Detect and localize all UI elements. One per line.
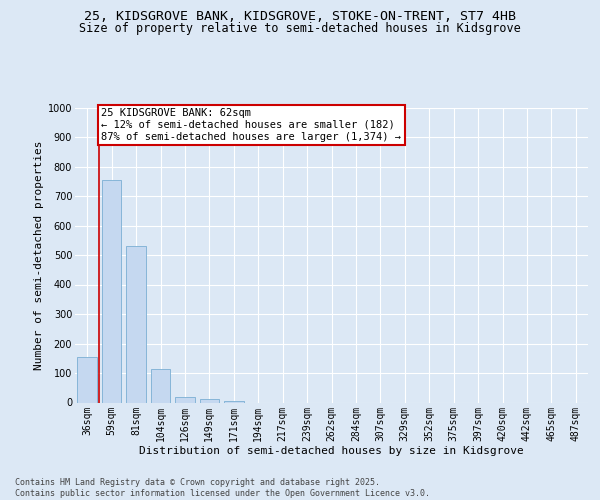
X-axis label: Distribution of semi-detached houses by size in Kidsgrove: Distribution of semi-detached houses by … [139, 446, 524, 456]
Text: Size of property relative to semi-detached houses in Kidsgrove: Size of property relative to semi-detach… [79, 22, 521, 35]
Text: Contains HM Land Registry data © Crown copyright and database right 2025.
Contai: Contains HM Land Registry data © Crown c… [15, 478, 430, 498]
Bar [224, 400, 244, 402]
Bar [151, 368, 170, 402]
Text: 25, KIDSGROVE BANK, KIDSGROVE, STOKE-ON-TRENT, ST7 4HB: 25, KIDSGROVE BANK, KIDSGROVE, STOKE-ON-… [84, 10, 516, 23]
Bar [127, 246, 146, 402]
Y-axis label: Number of semi-detached properties: Number of semi-detached properties [34, 140, 44, 370]
Text: 25 KIDSGROVE BANK: 62sqm
← 12% of semi-detached houses are smaller (182)
87% of : 25 KIDSGROVE BANK: 62sqm ← 12% of semi-d… [101, 108, 401, 142]
Bar [175, 397, 194, 402]
Bar [102, 180, 121, 402]
Bar [77, 357, 97, 403]
Bar [200, 399, 219, 402]
